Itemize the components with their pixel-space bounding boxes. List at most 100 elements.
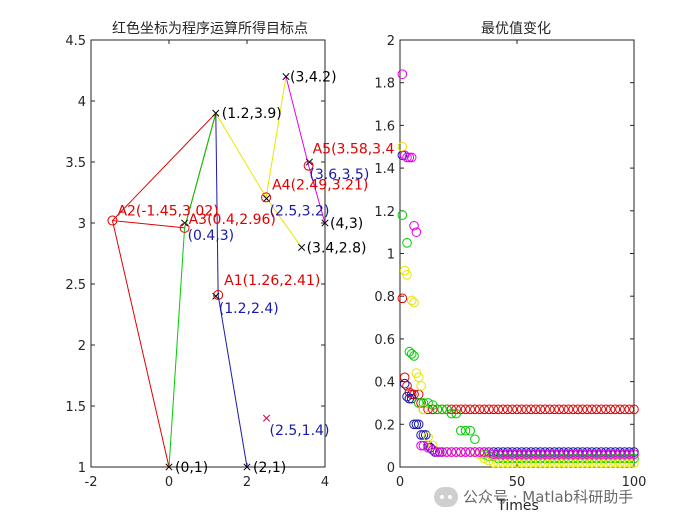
series-point	[437, 447, 447, 457]
series-point	[610, 449, 621, 459]
left-path-line	[285, 76, 326, 224]
computed-point-marker	[303, 160, 314, 171]
series-point	[554, 404, 564, 415]
left-plot: 红色坐标为程序运算所得目标点 -2 0 2 4 1 1.5 2 2.5 3 3.5 4 4.5 (0,…	[65, 20, 394, 490]
series-point	[587, 447, 597, 457]
left-ticks: -2 0 2 4 1 1.5 2 2.5 3 3.5 4 4.5	[65, 34, 329, 490]
series-point	[629, 404, 639, 415]
series-point	[409, 351, 419, 361]
series-point	[418, 440, 429, 451]
given-point-label: (1.2,3.9)	[222, 106, 282, 122]
right-ytick-label: 0.2	[374, 418, 395, 433]
series-point	[535, 404, 546, 415]
given-point-cross-b	[298, 243, 306, 251]
series-point	[530, 447, 541, 457]
given-point-label: (2,1)	[253, 460, 286, 476]
series-point	[413, 372, 424, 383]
series-point	[446, 408, 457, 419]
series-point	[406, 152, 417, 163]
right-plot: 最优值变化 0 50 10000.20.40.60.811.21.41.61.82 …	[374, 21, 646, 514]
computed-point-marker	[261, 192, 272, 203]
left-ytick-label: 4.5	[65, 34, 86, 49]
series-point	[423, 398, 433, 408]
left-path-line	[215, 76, 303, 248]
series-point	[474, 447, 485, 457]
series-point	[582, 404, 593, 415]
series-point	[488, 404, 499, 415]
series-point	[465, 447, 476, 457]
left-ytick-label: 3.5	[65, 156, 86, 171]
computed-point-label: A5(3.58,3.4	[313, 142, 395, 158]
given-point-label: (2.5,3.2)	[270, 204, 330, 220]
right-ytick-label: 0	[387, 461, 395, 476]
series-point	[423, 442, 433, 453]
given-point-label: (3.6,3.5)	[309, 167, 369, 183]
series-point	[591, 447, 602, 457]
left-xtick-label: 2	[243, 475, 251, 490]
right-xtick-label: 50	[509, 475, 526, 490]
series-point	[418, 430, 429, 440]
right-xlabel: Times	[496, 498, 539, 514]
given-point-cross-b	[165, 463, 173, 471]
right-chart-title: 最优值变化	[481, 21, 551, 37]
wechat-icon-eye-left	[440, 495, 444, 499]
right-ytick-label: 1.6	[374, 119, 395, 134]
series-point	[474, 404, 485, 415]
series-point	[619, 404, 630, 415]
series-point	[418, 404, 429, 415]
series-point	[460, 447, 471, 457]
series-point	[587, 449, 597, 459]
series-point	[493, 404, 504, 415]
series-point	[446, 447, 457, 457]
series-point	[484, 447, 494, 457]
given-point-cross-b	[282, 73, 290, 81]
given-point-marker	[262, 195, 271, 203]
series-point	[610, 447, 621, 457]
series-point	[502, 404, 513, 415]
series-point	[416, 430, 426, 440]
given-point-marker	[262, 414, 271, 422]
series-point	[512, 447, 522, 457]
series-point	[402, 381, 412, 391]
series-point	[402, 391, 412, 402]
series-point	[591, 404, 602, 415]
series-point	[409, 297, 419, 308]
series-point	[432, 404, 443, 415]
computed-point-marker	[213, 289, 224, 300]
series-point	[605, 449, 616, 459]
wechat-icon-eye-right	[448, 495, 452, 499]
given-point-label: (0.4,3)	[188, 228, 235, 244]
given-point-marker	[298, 243, 306, 251]
series-point	[411, 227, 422, 237]
series-point	[399, 150, 410, 161]
right-ytick-label: 2	[387, 34, 395, 49]
given-point-label: (0,1)	[175, 460, 208, 476]
series-point	[615, 404, 625, 415]
series-point	[573, 447, 583, 457]
series-point	[615, 447, 625, 457]
series-point	[418, 398, 429, 408]
given-point-marker	[165, 463, 173, 471]
series-point	[577, 404, 588, 415]
left-ytick-label: 2.5	[65, 278, 86, 293]
series-point	[554, 449, 564, 459]
series-point	[460, 425, 471, 436]
series-point	[434, 447, 445, 457]
series-point	[470, 404, 480, 415]
given-point-label: (3,4.2)	[290, 70, 337, 86]
series-point	[535, 447, 546, 457]
series-point	[568, 447, 578, 457]
series-point	[512, 449, 522, 459]
series-point	[568, 449, 578, 459]
given-point-label: (2.5,1.4)	[270, 423, 330, 439]
series-point	[601, 404, 611, 415]
series-point	[540, 447, 550, 457]
series-point	[451, 447, 461, 457]
series-point	[406, 295, 417, 306]
series-point	[587, 404, 597, 415]
series-point	[549, 449, 560, 459]
series-point	[420, 430, 431, 440]
series-point	[507, 447, 518, 457]
series-point	[456, 447, 466, 457]
